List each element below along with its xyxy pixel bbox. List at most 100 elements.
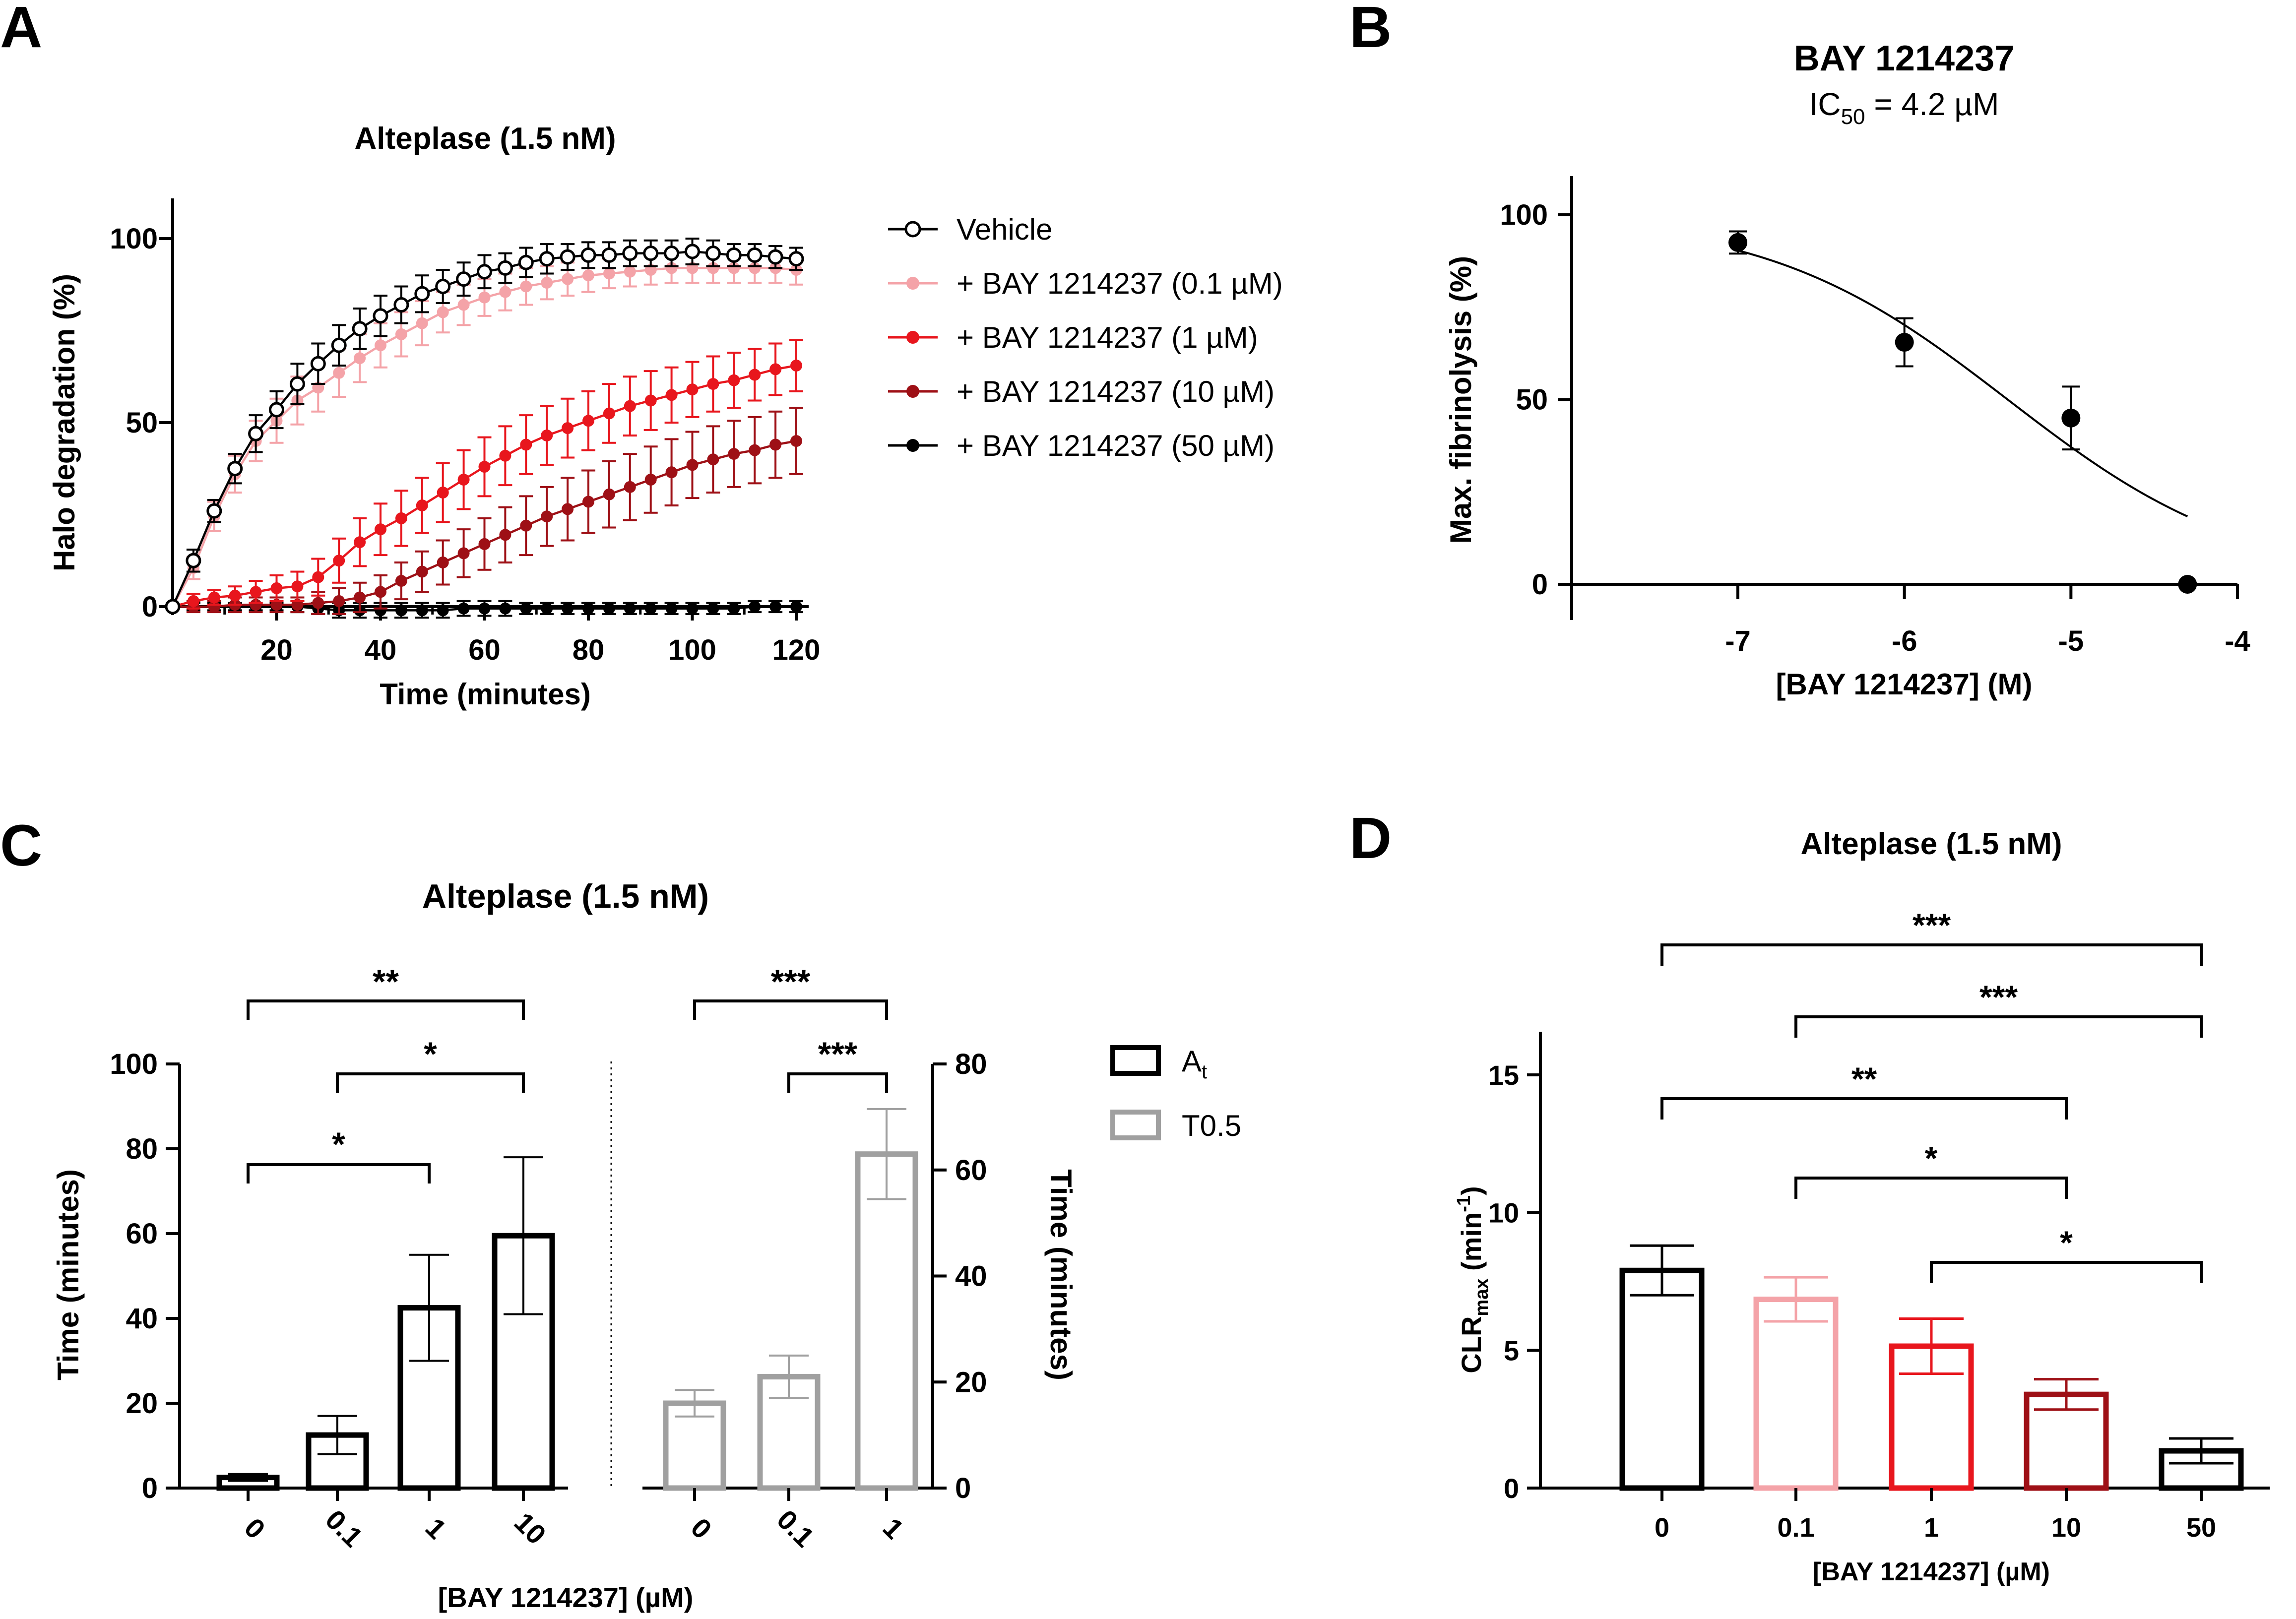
panel-a-point xyxy=(229,589,241,602)
panel-d-y-tick-label: 15 xyxy=(1488,1059,1519,1091)
panel-c-left-y-tick-label: 20 xyxy=(126,1387,158,1420)
panel-a-point xyxy=(248,426,264,441)
panel-d-significance-label: *** xyxy=(1913,907,1951,943)
panel-b-y-tick-label: 100 xyxy=(1500,199,1548,231)
panel-a-point xyxy=(644,474,657,486)
panel-a-point xyxy=(541,277,553,289)
panel-a-point xyxy=(375,586,386,598)
panel-b-point xyxy=(1728,233,1747,252)
panel-b-x-tick-label: -4 xyxy=(2225,625,2250,657)
panel-a-y-tick-label: 100 xyxy=(110,223,158,255)
panel-c-legend-swatch xyxy=(1110,1110,1161,1140)
panel-a-point xyxy=(686,602,699,615)
panel-a-point xyxy=(562,503,574,515)
panel-a-legend-label: Vehicle xyxy=(957,213,1052,246)
panel-a-point xyxy=(375,604,386,617)
panel-b-x-tick-label: -7 xyxy=(1725,625,1751,657)
panel-a-point xyxy=(582,602,594,615)
panel-a-point xyxy=(270,582,283,594)
panel-a-point xyxy=(624,400,636,412)
panel-a-point xyxy=(375,523,386,536)
panel-a-point xyxy=(624,481,636,493)
panel-a-point xyxy=(499,602,511,615)
panel-a-legend-marker xyxy=(906,331,919,344)
panel-a-point xyxy=(539,251,555,267)
panel-c-right-y-tick-label: 60 xyxy=(955,1154,987,1186)
panel-a-point xyxy=(644,394,657,407)
panel-a-point xyxy=(457,547,470,560)
panel-b-y-tick-label: 50 xyxy=(1516,384,1548,416)
panel-a-point xyxy=(749,444,761,456)
panel-d-bar xyxy=(1619,1267,1705,1491)
panel-c-significance-label: *** xyxy=(771,963,811,1000)
panel-a-point xyxy=(250,586,262,598)
panel-b-title: BAY 1214237 xyxy=(1794,39,2014,78)
panel-a-point xyxy=(333,595,345,607)
panel-a-point xyxy=(354,591,366,604)
panel-a-point xyxy=(520,519,532,532)
panel-b-point xyxy=(1895,333,1914,352)
panel-a-point xyxy=(749,262,761,274)
panel-letter-d: D xyxy=(1349,806,1392,871)
panel-d-y-label: CLRmax (min-1) xyxy=(1454,1186,1492,1373)
panel-a-point xyxy=(414,286,430,302)
panel-d-significance-label: * xyxy=(2060,1224,2073,1261)
panel-a-point xyxy=(393,297,409,313)
panel-a-point xyxy=(582,269,594,282)
panel-a-point xyxy=(624,602,636,615)
panel-a-chart: Alteplase (1.5 nM) 0 50 100 20 40 60 80 100 120 Ti… xyxy=(48,122,1283,711)
panel-c-significance-label: * xyxy=(424,1035,437,1073)
panel-letter-b: B xyxy=(1349,0,1392,60)
panel-a-point xyxy=(728,262,740,274)
panel-a-x-tick-label: 100 xyxy=(668,634,716,666)
panel-d-y-tick-label: 0 xyxy=(1504,1473,1519,1504)
panel-c-significance-bracket xyxy=(693,999,888,1020)
panel-a-point xyxy=(562,602,574,615)
panel-a-point xyxy=(520,602,532,615)
panel-a-point xyxy=(187,595,199,607)
panel-a-point xyxy=(685,244,700,259)
panel-a-title: Alteplase (1.5 nM) xyxy=(354,122,616,156)
panel-d-significance-bracket xyxy=(1794,1015,2203,1038)
panel-a-point xyxy=(603,488,615,500)
panel-a-point xyxy=(331,337,347,353)
panel-a-point xyxy=(707,453,719,466)
panel-a-point xyxy=(728,448,740,460)
panel-a-point xyxy=(749,369,761,381)
panel-a-point xyxy=(665,602,678,615)
panel-a-point xyxy=(728,374,740,386)
panel-c-legend-label: At xyxy=(1182,1045,1207,1083)
panel-a-point xyxy=(333,367,345,379)
panel-c-significance-label: *** xyxy=(818,1035,858,1073)
panel-a-point xyxy=(601,247,617,263)
panel-a-point xyxy=(603,602,615,615)
panel-d-x-tick-label: 10 xyxy=(2051,1513,2081,1543)
panel-a-point xyxy=(707,262,719,274)
panel-a-point xyxy=(208,601,220,613)
panel-a-point xyxy=(206,503,222,519)
panel-c-left-y-tick-label: 40 xyxy=(126,1303,158,1335)
panel-d-x-tick-label: 1 xyxy=(1924,1513,1939,1543)
panel-a-legend-marker xyxy=(906,277,919,290)
panel-a-point xyxy=(352,321,368,337)
panel-a-point xyxy=(769,363,782,375)
panel-a-point xyxy=(707,602,719,615)
panel-a-point xyxy=(788,251,804,267)
panel-d-bar xyxy=(1753,1297,1839,1491)
panel-a-legend-marker xyxy=(906,385,919,398)
panel-c-legend-label: T0.5 xyxy=(1182,1109,1241,1142)
panel-d-significance-bracket xyxy=(1660,1097,2068,1120)
panel-a-point xyxy=(541,510,553,523)
panel-a-point xyxy=(644,602,657,615)
panel-a-point xyxy=(603,267,615,280)
panel-b-x-tick-label: -6 xyxy=(1892,625,1917,657)
panel-a-point xyxy=(416,604,428,617)
panel-a-point xyxy=(499,286,511,298)
panel-a-point xyxy=(624,265,636,278)
panel-a-point xyxy=(186,553,201,568)
panel-c-x-tick-label: 0 xyxy=(238,1512,271,1545)
panel-a-point xyxy=(499,529,511,541)
panel-c-right-y-tick-label: 20 xyxy=(955,1366,987,1398)
panel-c-significance-bracket xyxy=(247,1163,431,1183)
